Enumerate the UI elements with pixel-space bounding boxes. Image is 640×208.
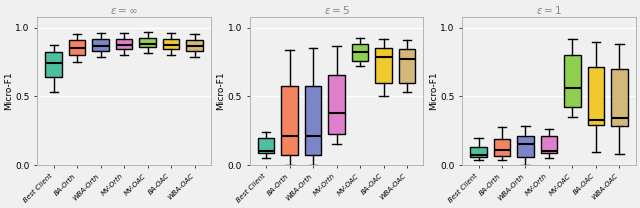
- PathPatch shape: [564, 55, 580, 108]
- Title: $\varepsilon = 1$: $\varepsilon = 1$: [536, 4, 562, 16]
- PathPatch shape: [352, 44, 368, 61]
- PathPatch shape: [517, 136, 534, 157]
- Y-axis label: Micro-F1: Micro-F1: [429, 72, 438, 110]
- PathPatch shape: [163, 39, 179, 49]
- PathPatch shape: [541, 136, 557, 154]
- PathPatch shape: [399, 49, 415, 83]
- PathPatch shape: [92, 39, 109, 51]
- PathPatch shape: [470, 147, 487, 157]
- PathPatch shape: [588, 67, 604, 125]
- PathPatch shape: [282, 85, 298, 156]
- PathPatch shape: [69, 40, 85, 55]
- PathPatch shape: [258, 138, 275, 154]
- PathPatch shape: [186, 40, 203, 51]
- Y-axis label: Micro-F1: Micro-F1: [4, 72, 13, 110]
- PathPatch shape: [328, 75, 345, 134]
- Y-axis label: Micro-F1: Micro-F1: [216, 72, 225, 110]
- PathPatch shape: [494, 139, 510, 156]
- PathPatch shape: [611, 69, 628, 126]
- Title: $\varepsilon = 5$: $\varepsilon = 5$: [323, 4, 349, 16]
- PathPatch shape: [375, 48, 392, 83]
- PathPatch shape: [305, 85, 321, 155]
- PathPatch shape: [140, 38, 156, 47]
- PathPatch shape: [116, 39, 132, 49]
- PathPatch shape: [45, 52, 62, 77]
- Title: $\varepsilon = \infty$: $\varepsilon = \infty$: [110, 6, 138, 16]
